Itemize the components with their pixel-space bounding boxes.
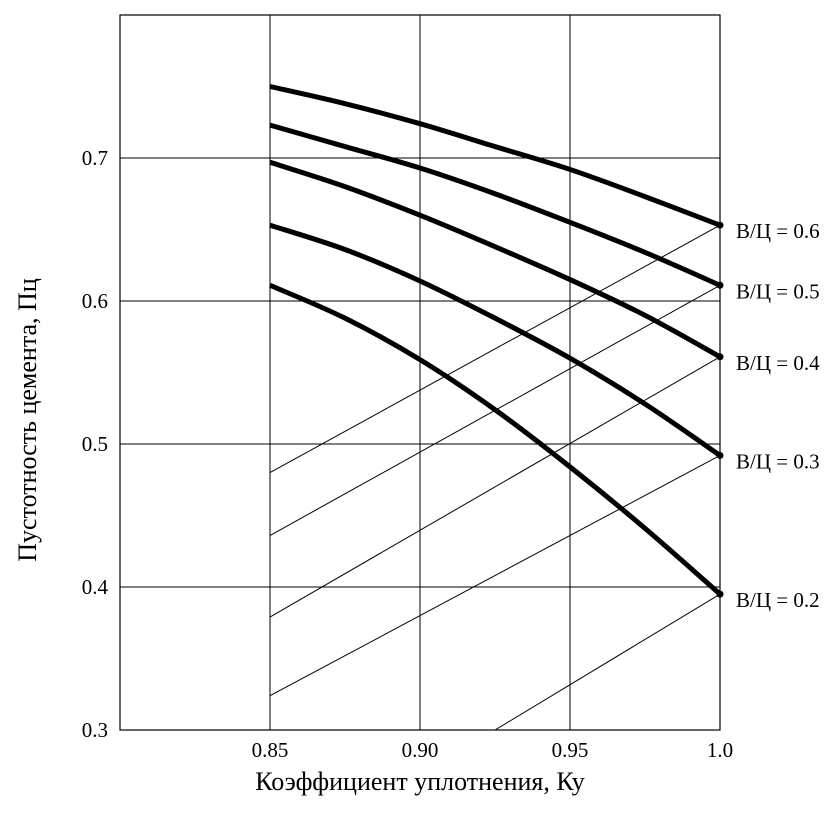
reference-line bbox=[269, 356, 720, 618]
x-tick-label: 1.0 bbox=[707, 738, 733, 762]
series-curves bbox=[268, 84, 724, 598]
series-label: В/Ц = 0.5 bbox=[736, 279, 820, 303]
labels: 0.85 0.90 0.95 1.0 0.3 0.4 0.5 0.6 0.7 В/Ц = 0.6 В… bbox=[82, 146, 820, 762]
series-label: В/Ц = 0.2 bbox=[736, 588, 820, 612]
y-tick-label: 0.7 bbox=[82, 146, 108, 170]
grid bbox=[120, 15, 720, 730]
series-curve bbox=[269, 159, 722, 359]
x-tick-label: 0.90 bbox=[402, 738, 439, 762]
series-label: В/Ц = 0.6 bbox=[736, 219, 820, 243]
y-tick-label: 0.6 bbox=[82, 289, 108, 313]
series-curve bbox=[269, 122, 722, 288]
series-curve bbox=[269, 222, 722, 458]
reference-line bbox=[269, 454, 720, 697]
y-tick-label: 0.3 bbox=[82, 718, 108, 742]
y-tick-label: 0.4 bbox=[82, 575, 109, 599]
reference-line bbox=[269, 224, 720, 474]
x-tick-label: 0.95 bbox=[552, 738, 589, 762]
series-curve bbox=[269, 84, 721, 228]
x-tick-label: 0.85 bbox=[252, 738, 289, 762]
axes bbox=[119, 14, 721, 731]
plot-frame bbox=[119, 14, 721, 731]
y-axis-title: Пустотность цемента, Пц bbox=[13, 278, 42, 562]
y-tick-label: 0.5 bbox=[82, 432, 108, 456]
series-curve bbox=[268, 282, 722, 597]
x-axis-title: Коэффициент уплотнения, Ку bbox=[255, 767, 585, 796]
series-label: В/Ц = 0.4 bbox=[736, 351, 820, 375]
reference-line bbox=[494, 593, 720, 730]
series-label: В/Ц = 0.3 bbox=[736, 449, 820, 473]
